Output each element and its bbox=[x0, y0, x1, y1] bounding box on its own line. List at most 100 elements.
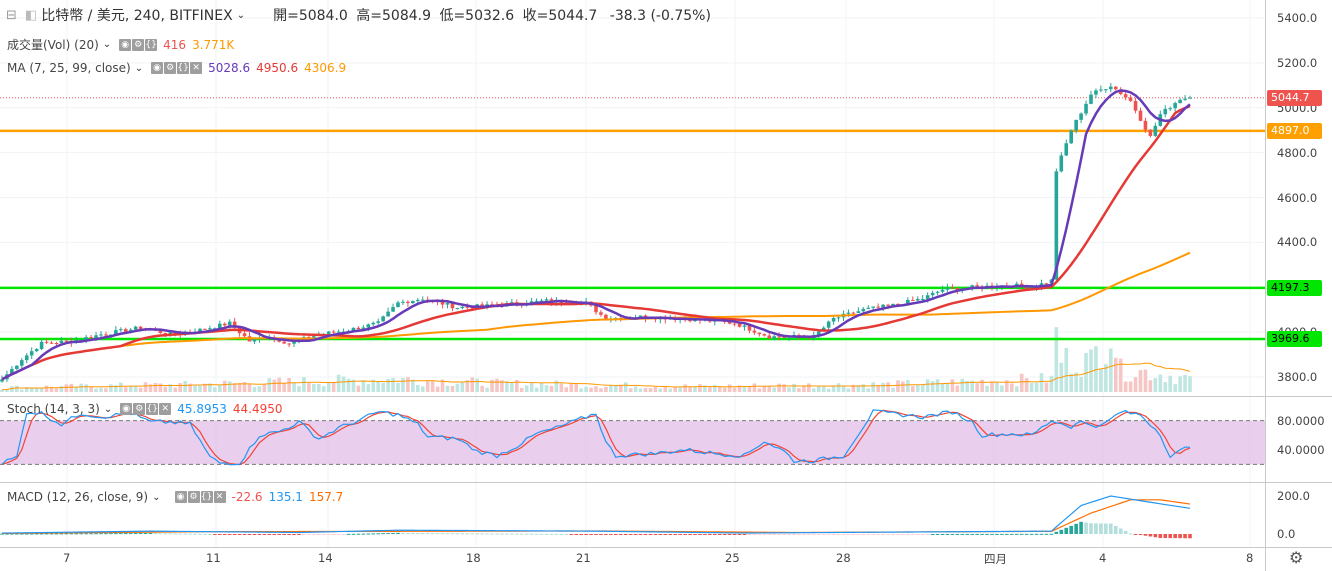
macd-histogram-bar bbox=[460, 533, 465, 535]
volume-bar bbox=[797, 388, 801, 392]
chevron-down-icon[interactable]: ⌄ bbox=[236, 9, 246, 21]
chevron-down-icon[interactable]: ⌄ bbox=[102, 39, 112, 50]
macd-histogram-bar bbox=[1133, 534, 1138, 535]
gear-icon[interactable]: ⚙ bbox=[133, 403, 146, 415]
candle-body bbox=[876, 306, 880, 308]
candle-body bbox=[925, 295, 930, 299]
chevron-down-icon[interactable]: ⌄ bbox=[134, 62, 144, 74]
candle-body bbox=[396, 302, 400, 308]
candle-body bbox=[455, 308, 460, 310]
macd-legend[interactable]: MACD (12, 26, close, 9) ⌄ ◉ ⚙ {} ✕ -22.6… bbox=[0, 490, 343, 504]
ma-legend[interactable]: MA (7, 25, 99, close) ⌄ ◉ ⚙ {} ✕ 5028.6 … bbox=[0, 61, 346, 75]
symbol-title[interactable]: 比特幣 / 美元, 240, BITFINEX bbox=[41, 8, 233, 24]
volume-bar bbox=[500, 380, 504, 392]
volume-bar bbox=[579, 388, 583, 392]
ohlc-close: 收=5044.7 bbox=[522, 8, 598, 24]
gear-icon[interactable]: ⚙ bbox=[132, 38, 145, 51]
volume-bar bbox=[1178, 376, 1182, 392]
macd-histogram-bar bbox=[128, 533, 133, 535]
macd-histogram-bar bbox=[935, 533, 940, 535]
volume-bar bbox=[292, 382, 296, 392]
macd-histogram-bar bbox=[331, 534, 336, 535]
volume-label[interactable]: 成交量(Vol) (20) bbox=[7, 38, 99, 52]
candle-body bbox=[851, 312, 856, 314]
source-code-icon[interactable]: {} bbox=[177, 62, 190, 74]
macd-histogram-bar bbox=[742, 534, 747, 535]
price-tick-label: 5400.0 bbox=[1277, 10, 1318, 25]
macd-histogram-bar bbox=[891, 534, 895, 535]
candle-body bbox=[1188, 97, 1192, 99]
symbol-legend[interactable]: ⊟ ◧ 比特幣 / 美元, 240, BITFINEX ⌄ 開=5084.0 高… bbox=[0, 4, 711, 26]
source-code-icon[interactable]: {} bbox=[200, 491, 213, 503]
volume-bar bbox=[673, 386, 677, 392]
volume-legend[interactable]: 成交量(Vol) (20) ⌄ ◉ ⚙ {} 416 3.771K bbox=[0, 36, 234, 53]
gear-icon[interactable]: ⚙ bbox=[187, 491, 200, 503]
volume-bar bbox=[158, 383, 163, 392]
macd-histogram-bar bbox=[584, 534, 588, 535]
volume-bar bbox=[965, 381, 970, 392]
candle-body bbox=[411, 301, 415, 304]
candle-body bbox=[119, 329, 123, 331]
macd-histogram-bar bbox=[1178, 534, 1182, 539]
macd-histogram-bar bbox=[168, 533, 173, 535]
candle-body bbox=[173, 332, 178, 334]
macd-histogram-bar bbox=[807, 534, 811, 535]
volume-bar bbox=[232, 383, 237, 392]
close-icon[interactable]: ✕ bbox=[190, 62, 203, 74]
volume-bar bbox=[94, 388, 98, 392]
close-icon[interactable]: ✕ bbox=[213, 491, 226, 503]
volume-bar bbox=[960, 378, 965, 392]
macd-histogram-bar bbox=[505, 533, 509, 535]
macd-histogram-bar bbox=[886, 534, 890, 535]
candle-body bbox=[1089, 94, 1093, 104]
volume-bar bbox=[777, 383, 781, 392]
macd-label[interactable]: MACD (12, 26, close, 9) bbox=[7, 490, 149, 504]
volume-bar bbox=[425, 380, 430, 392]
source-code-icon[interactable]: {} bbox=[145, 38, 158, 51]
volume-bar bbox=[257, 386, 262, 392]
macd-histogram-bar bbox=[633, 534, 638, 535]
volume-bar bbox=[321, 386, 326, 392]
volume-bar bbox=[1039, 373, 1044, 392]
close-icon[interactable]: ✕ bbox=[159, 403, 172, 415]
macd-histogram-bar bbox=[376, 533, 380, 535]
macd-histogram-bar bbox=[119, 533, 123, 535]
macd-histogram-bar bbox=[732, 534, 737, 535]
macd-histogram-bar bbox=[792, 534, 796, 535]
volume-bar bbox=[544, 385, 549, 392]
macd-histogram-bar bbox=[950, 533, 955, 535]
volume-bar bbox=[985, 385, 989, 392]
volume-bar bbox=[807, 383, 811, 392]
macd-histogram-bar bbox=[49, 533, 54, 535]
candle-body bbox=[94, 335, 98, 339]
candle-body bbox=[955, 287, 960, 291]
macd-histogram-bar bbox=[871, 534, 875, 535]
chevron-down-icon[interactable]: ⌄ bbox=[152, 491, 161, 503]
time-tick-label: 4 bbox=[1099, 551, 1107, 565]
volume-bar bbox=[599, 388, 603, 392]
macd-histogram-bar bbox=[708, 534, 712, 535]
volume-bar bbox=[114, 385, 118, 392]
stoch-label[interactable]: Stoch (14, 3, 3) bbox=[7, 402, 100, 416]
volume-bar bbox=[851, 384, 856, 392]
eye-icon[interactable]: ◉ bbox=[119, 38, 132, 51]
ma-label[interactable]: MA (7, 25, 99, close) bbox=[7, 61, 131, 75]
candle-body bbox=[1094, 90, 1098, 95]
macd-histogram-bar bbox=[1094, 523, 1098, 534]
settings-icon[interactable]: ⚙ bbox=[1289, 548, 1304, 567]
volume-bar bbox=[69, 383, 74, 392]
collapse-icon[interactable]: ⊟ bbox=[6, 7, 17, 23]
source-code-icon[interactable]: {} bbox=[146, 403, 159, 415]
gear-icon[interactable]: ⚙ bbox=[164, 62, 177, 74]
volume-bar bbox=[307, 383, 311, 392]
eye-icon[interactable]: ◉ bbox=[174, 491, 187, 503]
eye-icon[interactable]: ◉ bbox=[151, 62, 164, 74]
stoch-legend[interactable]: Stoch (14, 3, 3) ⌄ ◉ ⚙ {} ✕ 45.8953 44.4… bbox=[0, 402, 282, 416]
candle-body bbox=[371, 322, 376, 325]
eye-icon[interactable]: ◉ bbox=[120, 403, 133, 415]
chevron-down-icon[interactable]: ⌄ bbox=[103, 403, 113, 415]
candle-body bbox=[401, 301, 405, 303]
volume-bar bbox=[178, 383, 182, 392]
time-tick-label: 28 bbox=[836, 551, 851, 565]
